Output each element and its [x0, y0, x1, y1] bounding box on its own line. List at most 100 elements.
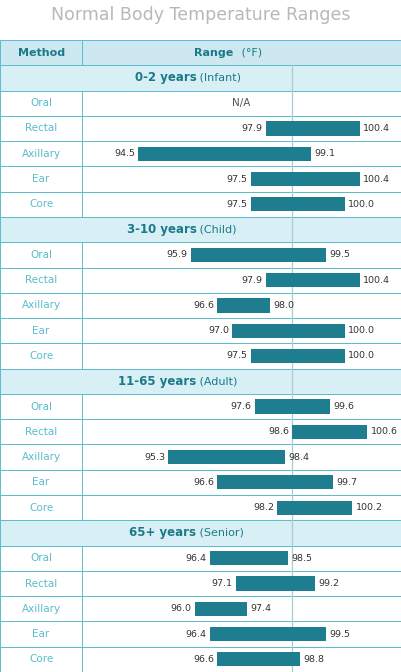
Bar [217, 653, 300, 667]
Text: Ear: Ear [32, 174, 50, 184]
Bar [251, 172, 360, 186]
Text: 0-2 years: 0-2 years [135, 71, 196, 85]
Text: 100.0: 100.0 [348, 351, 375, 360]
Text: 97.6: 97.6 [231, 402, 251, 411]
Text: 95.3: 95.3 [144, 453, 165, 462]
Text: 98.4: 98.4 [288, 453, 309, 462]
Text: 99.7: 99.7 [337, 478, 358, 487]
Bar [236, 577, 315, 591]
Bar [0, 116, 401, 141]
Bar [0, 40, 401, 65]
Text: 100.2: 100.2 [355, 503, 383, 512]
Text: 96.6: 96.6 [193, 301, 214, 310]
Text: 97.9: 97.9 [242, 276, 263, 285]
Bar [0, 141, 401, 167]
Text: Oral: Oral [30, 402, 52, 411]
Bar [0, 646, 401, 672]
Text: 94.5: 94.5 [114, 149, 135, 159]
Text: 97.4: 97.4 [251, 604, 271, 614]
Bar [210, 627, 326, 641]
Text: 65+ years: 65+ years [130, 526, 196, 540]
Text: 11-65 years: 11-65 years [118, 375, 196, 388]
Text: 100.4: 100.4 [363, 175, 390, 183]
Text: Oral: Oral [30, 250, 52, 260]
Text: 99.1: 99.1 [314, 149, 335, 159]
Bar [0, 293, 401, 318]
Text: (Adult): (Adult) [196, 376, 238, 386]
Text: 100.0: 100.0 [348, 326, 375, 335]
Text: 3-10 years: 3-10 years [127, 223, 196, 236]
Bar [292, 425, 367, 439]
Text: 96.0: 96.0 [170, 604, 192, 614]
Text: 96.4: 96.4 [186, 630, 207, 638]
Text: 100.4: 100.4 [363, 276, 390, 285]
Text: (Infant): (Infant) [196, 73, 241, 83]
Text: Axillary: Axillary [22, 149, 61, 159]
Text: Core: Core [29, 655, 53, 665]
Bar [232, 324, 345, 338]
Bar [0, 520, 401, 546]
Bar [0, 65, 401, 91]
Text: 97.5: 97.5 [227, 200, 248, 209]
Bar [217, 475, 334, 489]
Bar [0, 217, 401, 242]
Text: (Senior): (Senior) [196, 528, 244, 538]
Text: 98.2: 98.2 [253, 503, 274, 512]
Text: Oral: Oral [30, 98, 52, 108]
Text: Axillary: Axillary [22, 300, 61, 310]
Text: Ear: Ear [32, 629, 50, 639]
Bar [0, 495, 401, 520]
Text: Axillary: Axillary [22, 452, 61, 462]
Bar [195, 601, 247, 616]
Text: 98.0: 98.0 [273, 301, 294, 310]
Text: Core: Core [29, 503, 53, 513]
Text: Axillary: Axillary [22, 604, 61, 614]
Text: (°F): (°F) [237, 48, 262, 58]
Bar [168, 450, 285, 464]
Text: 99.5: 99.5 [329, 630, 350, 638]
Bar [251, 198, 345, 212]
Bar [0, 318, 401, 343]
Bar [0, 91, 401, 116]
Text: 99.5: 99.5 [329, 251, 350, 259]
Bar [0, 571, 401, 596]
Text: 99.2: 99.2 [318, 579, 339, 588]
Bar [191, 248, 326, 262]
Text: 98.5: 98.5 [292, 554, 313, 562]
Bar [0, 267, 401, 293]
Text: Method: Method [18, 48, 65, 58]
Text: 96.6: 96.6 [193, 655, 214, 664]
Text: 95.9: 95.9 [167, 251, 188, 259]
Text: 100.4: 100.4 [363, 124, 390, 133]
Text: 96.4: 96.4 [186, 554, 207, 562]
Text: 96.6: 96.6 [193, 478, 214, 487]
Text: 100.6: 100.6 [371, 427, 397, 436]
Bar [210, 551, 288, 565]
Text: 99.6: 99.6 [333, 402, 354, 411]
Text: 100.0: 100.0 [348, 200, 375, 209]
Bar [266, 122, 360, 136]
Bar [138, 146, 311, 161]
Bar [0, 546, 401, 571]
Text: Rectal: Rectal [25, 275, 57, 285]
Text: 97.9: 97.9 [242, 124, 263, 133]
Text: 98.6: 98.6 [268, 427, 289, 436]
Bar [266, 273, 360, 287]
Bar [0, 167, 401, 192]
Text: 97.1: 97.1 [212, 579, 233, 588]
Text: Rectal: Rectal [25, 427, 57, 437]
Bar [277, 501, 352, 515]
Bar [255, 399, 330, 414]
Text: Rectal: Rectal [25, 124, 57, 134]
Bar [0, 192, 401, 217]
Bar [0, 369, 401, 394]
Bar [0, 394, 401, 419]
Text: Core: Core [29, 351, 53, 361]
Text: Oral: Oral [30, 553, 52, 563]
Text: Normal Body Temperature Ranges: Normal Body Temperature Ranges [51, 6, 350, 24]
Text: Range: Range [194, 48, 233, 58]
Text: Ear: Ear [32, 477, 50, 487]
Text: Core: Core [29, 200, 53, 209]
Bar [0, 622, 401, 646]
Text: 97.5: 97.5 [227, 351, 248, 360]
